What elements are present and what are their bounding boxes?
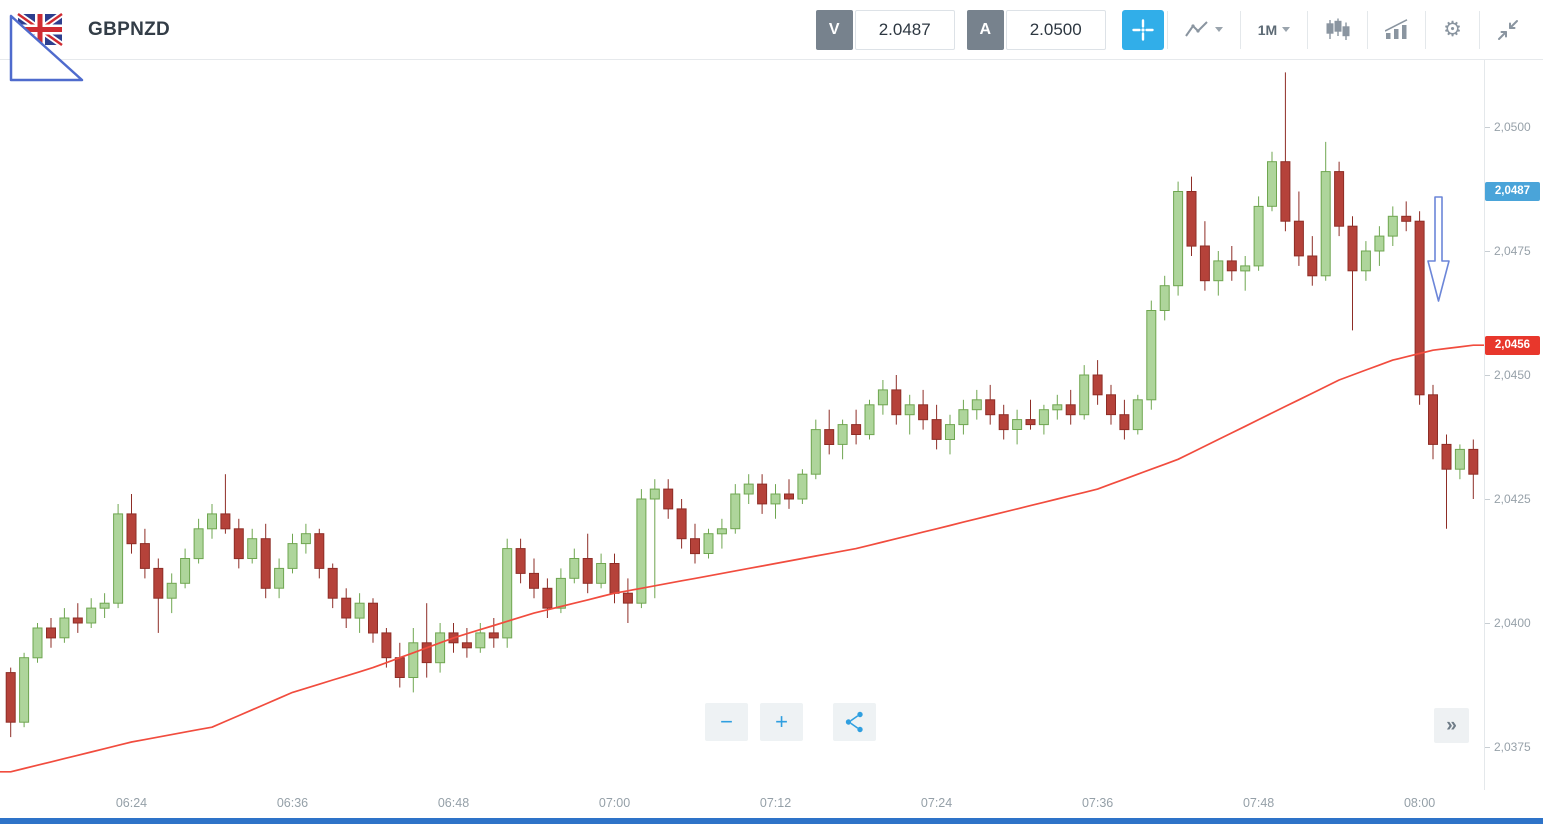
header-toolbar: V 2.0487 A 2.0500 (815, 0, 1543, 59)
time-tick: 07:36 (1081, 796, 1114, 810)
candles-layer (0, 72, 1484, 773)
crosshair-icon (1132, 18, 1154, 41)
settings-button[interactable]: ⚙ (1429, 6, 1476, 54)
time-tick: 08:00 (1403, 796, 1436, 810)
time-tick: 07:00 (598, 796, 631, 810)
chevron-down-icon (1214, 27, 1223, 32)
bottom-bar (0, 818, 1543, 824)
crosshair-button[interactable] (1121, 9, 1164, 50)
zoom-in-button[interactable]: + (760, 703, 803, 741)
time-tick: 07:24 (920, 796, 953, 810)
candlestick-style-button[interactable] (1311, 6, 1364, 54)
price-tick: 2,0475 (1485, 244, 1531, 258)
chart-area: 2,0500 2,0475 2,0450 2,0425 2,0400 2,0375 2,04… (0, 60, 1543, 790)
share-icon (845, 711, 863, 733)
time-axis[interactable]: 06:24 06:36 06:48 07:00 07:12 07:24 07:36 07:48… (0, 790, 1543, 818)
time-tick: 06:24 (115, 796, 148, 810)
arrow-drawing-annotation[interactable] (1424, 196, 1454, 304)
buy-group: A 2.0500 (966, 9, 1106, 50)
price-tick: 2,0375 (1485, 740, 1531, 754)
sell-group: V 2.0487 (815, 9, 955, 50)
price-axis[interactable]: 2,0500 2,0475 2,0450 2,0425 2,0400 2,0375 2,04… (1484, 60, 1543, 790)
divider (1425, 10, 1427, 49)
ma-value-badge: 2,0456 (1485, 335, 1540, 355)
line-chart-icon (1184, 21, 1208, 37)
sell-price-value: 2.0487 (854, 9, 955, 50)
collapse-arrows-icon (1498, 19, 1518, 40)
time-tick: 07:48 (1242, 796, 1275, 810)
expand-panel-button[interactable]: » (1434, 708, 1469, 743)
timeframe-button[interactable]: 1M (1244, 6, 1304, 54)
price-tick: 2,0425 (1485, 492, 1531, 506)
gear-icon: ⚙ (1443, 18, 1462, 41)
timeframe-label: 1M (1257, 21, 1278, 38)
price-tick: 2,0500 (1485, 120, 1531, 134)
share-button[interactable] (833, 703, 876, 741)
ma-line (0, 344, 1484, 773)
last-price-badge: 2,0487 (1485, 181, 1540, 201)
price-tick: 2,0400 (1485, 616, 1531, 630)
price-tick: 2,0450 (1485, 368, 1531, 382)
time-tick: 06:48 (437, 796, 470, 810)
time-tick: 07:12 (759, 796, 792, 810)
instrument-symbol: GBPNZD (88, 18, 171, 40)
collapse-chart-button[interactable] (1483, 6, 1533, 54)
chart-header: GBPNZD V 2.0487 A 2.0500 (0, 0, 1543, 60)
triangle-drawing-annotation[interactable] (6, 8, 92, 88)
divider (1307, 10, 1309, 49)
chart-type-button[interactable] (1171, 6, 1237, 54)
zoom-out-button[interactable]: − (705, 703, 748, 741)
divider (1239, 10, 1241, 49)
divider (1166, 10, 1168, 49)
chevron-down-icon (1282, 27, 1291, 32)
zoom-controls: − + (705, 703, 876, 741)
candlestick-chart[interactable] (0, 60, 1484, 790)
divider (1367, 10, 1369, 49)
candlestick-icon (1326, 18, 1350, 40)
time-tick: 06:36 (276, 796, 309, 810)
signals-button[interactable] (1371, 6, 1422, 54)
divider (1479, 10, 1480, 49)
buy-price-value: 2.0500 (1005, 9, 1106, 50)
signal-bars-icon (1385, 19, 1408, 39)
sell-button[interactable]: V (815, 9, 853, 50)
buy-button[interactable]: A (966, 9, 1004, 50)
